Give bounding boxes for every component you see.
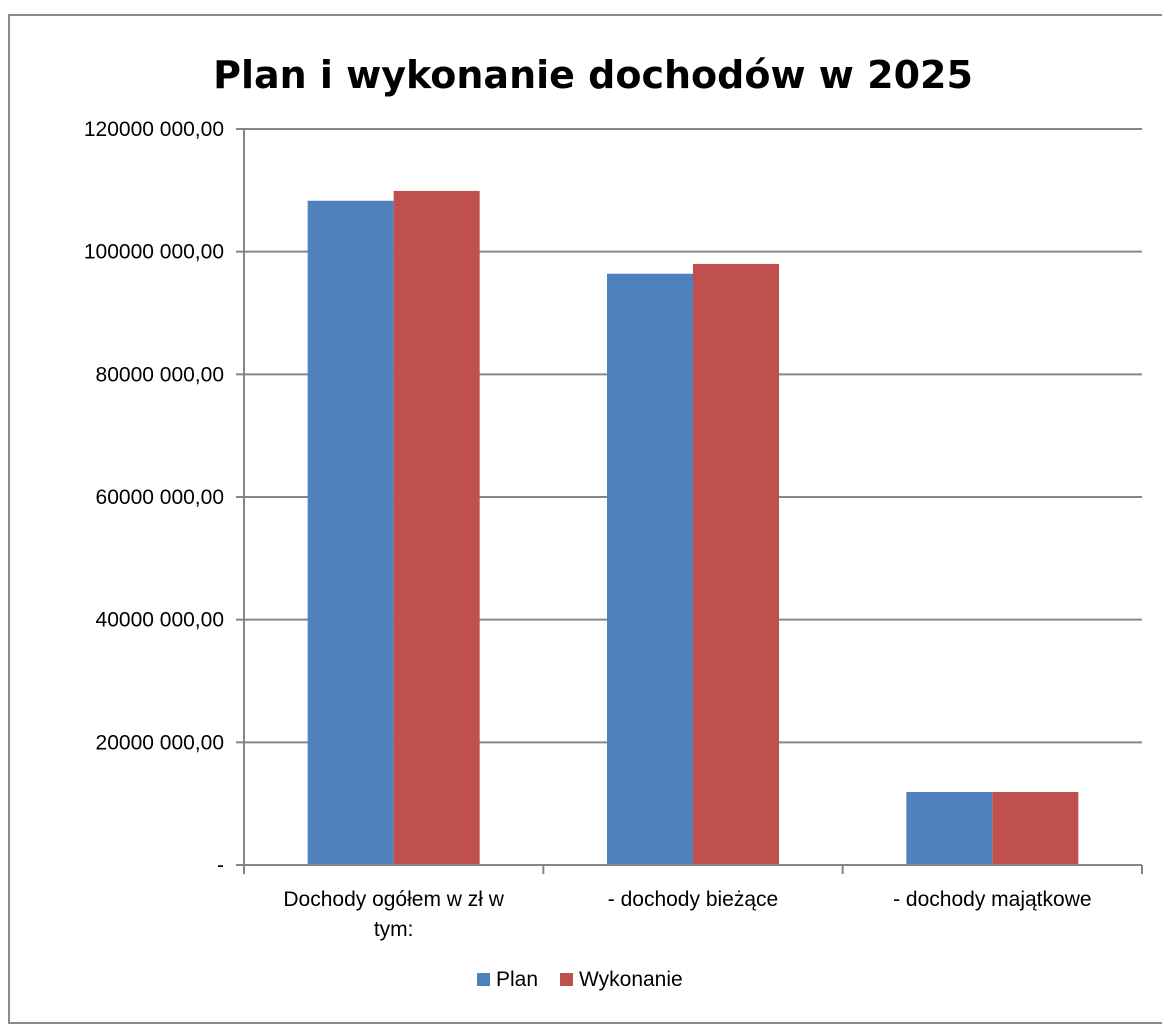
y-tick-label: 100000 000,00 <box>84 241 224 264</box>
y-tick-label: 120000 000,00 <box>84 118 224 141</box>
category-label: - dochody majątkowe <box>893 888 1091 911</box>
y-tick-label: 60000 000,00 <box>96 486 224 509</box>
legend-label-plan: Plan <box>496 968 538 991</box>
category-label: - dochody bieżące <box>608 888 778 911</box>
legend-swatch-wykonanie <box>560 973 573 986</box>
y-axis-ticks: - 20000 000,00 40000 000,00 60000 000,00 800… <box>84 118 224 877</box>
bars <box>307 190 1079 866</box>
bar-plan <box>906 792 993 865</box>
chart-title: Plan i wykonanie dochodów w 2025 <box>213 53 973 97</box>
x-axis <box>243 129 1143 874</box>
y-tick-label: - <box>217 854 224 877</box>
bar-plan <box>607 273 693 865</box>
bar-wykonanie <box>992 792 1079 865</box>
chart-area: Plan i wykonanie dochodów w 2025 - 20000 … <box>8 14 1162 1024</box>
legend: Plan Wykonanie <box>477 968 683 991</box>
legend-label-wykonanie: Wykonanie <box>579 968 683 991</box>
category-labels: Dochody ogółem w zł w tym: - dochody bieżą… <box>283 888 1091 941</box>
y-tick-label: 40000 000,00 <box>96 609 224 632</box>
category-label: tym: <box>374 918 414 941</box>
legend-swatch-plan <box>477 973 490 986</box>
bar-wykonanie <box>693 263 779 865</box>
bar-wykonanie <box>393 190 480 866</box>
y-tick-label: 80000 000,00 <box>96 363 224 386</box>
bar-chart: Plan i wykonanie dochodów w 2025 - 20000 … <box>84 53 1143 991</box>
category-label: Dochody ogółem w zł w <box>283 888 504 911</box>
bar-plan <box>307 200 394 865</box>
y-tick-label: 20000 000,00 <box>96 731 224 754</box>
